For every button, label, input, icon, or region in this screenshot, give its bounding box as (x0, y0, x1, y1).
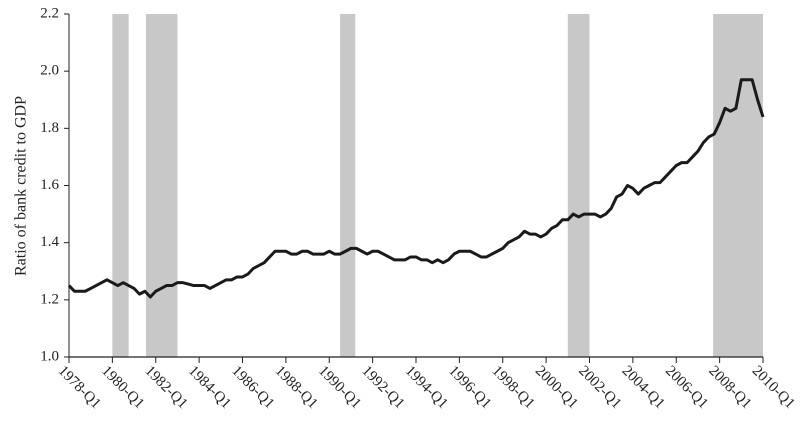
y-tick-label: 1.8 (40, 120, 59, 136)
y-tick-label: 1.6 (40, 177, 59, 193)
y-tick-label: 1.0 (40, 348, 59, 364)
y-axis-label: Ratio of bank credit to GDP (13, 96, 30, 276)
x-tick-label: 1982-Q1 (141, 363, 190, 412)
x-tick-label: 1988-Q1 (272, 363, 321, 412)
x-tick-label: 1990-Q1 (315, 363, 364, 412)
x-tick-label: 1996-Q1 (445, 363, 494, 412)
x-tick-label: 1986-Q1 (228, 363, 277, 412)
shaded-region (112, 14, 129, 357)
shaded-region (713, 14, 763, 357)
data-line (67, 78, 765, 299)
x-tick-label: 1998-Q1 (488, 363, 537, 412)
shaded-region (340, 14, 356, 357)
x-tick-label: 1984-Q1 (185, 363, 234, 412)
y-tick-label: 1.2 (40, 291, 59, 307)
x-tick-label: 2006-Q1 (662, 363, 711, 412)
x-tick-label: 2010-Q1 (749, 363, 798, 412)
x-tick-label: 2002-Q1 (575, 363, 624, 412)
y-tick-label: 2.2 (40, 5, 59, 21)
x-tick-label: 1978-Q1 (55, 363, 104, 412)
x-tick-label: 2000-Q1 (532, 363, 581, 412)
x-tick-label: 2004-Q1 (619, 363, 668, 412)
shaded-region (567, 14, 590, 357)
x-tick-label: 1994-Q1 (402, 363, 451, 412)
x-tick-label: 1980-Q1 (98, 363, 147, 412)
y-tick-label: 1.4 (40, 234, 59, 250)
x-tick-label: 1992-Q1 (358, 363, 407, 412)
x-tick-label: 2008-Q1 (705, 363, 754, 412)
shaded-region (145, 14, 178, 357)
y-tick-label: 2.0 (40, 63, 59, 79)
